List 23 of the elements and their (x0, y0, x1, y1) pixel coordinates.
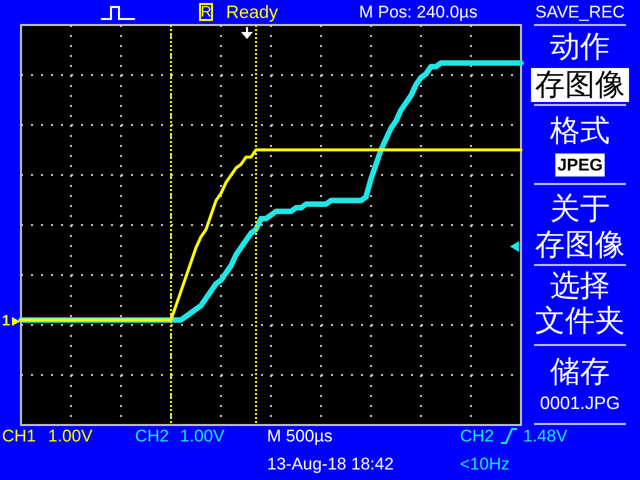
text: CH2 (135, 426, 170, 446)
text: 动作 (550, 30, 610, 64)
text: 1 (2, 312, 10, 330)
text: JPEG (557, 156, 603, 174)
text: 1.00V (48, 426, 94, 446)
text: 存图像 (535, 68, 625, 102)
text: 存图像 (535, 228, 625, 262)
text: M 500µs (267, 426, 333, 446)
text: CH2 (460, 426, 494, 446)
text: SAVE_REC (535, 2, 625, 22)
text: 1.48V (523, 426, 568, 446)
text: CH1 (2, 426, 36, 446)
text: 关于 (550, 192, 610, 226)
text: Ready (226, 2, 278, 22)
text: 文件夹 (535, 304, 625, 338)
text: M Pos: 240.0µs (359, 2, 478, 22)
text: 1.00V (180, 426, 226, 446)
text: 13-Aug-18 18:42 (267, 454, 394, 474)
text: 0001.JPG (540, 393, 620, 413)
text: 储存 (550, 356, 610, 388)
text: <10Hz (460, 454, 510, 474)
text: 格式 (549, 114, 610, 148)
text: 选择 (550, 270, 610, 302)
